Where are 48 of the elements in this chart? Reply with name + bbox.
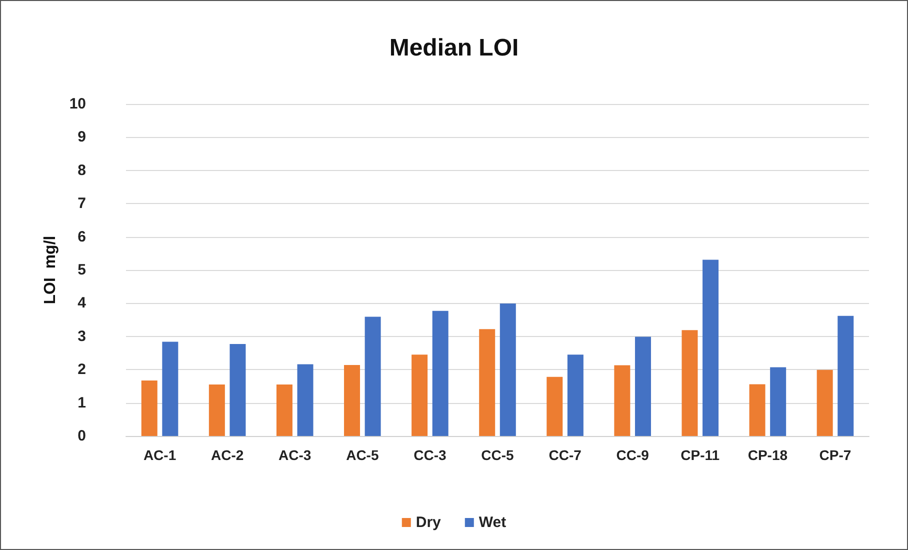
bar (770, 367, 786, 436)
y-tick-label: 7 (78, 195, 86, 212)
x-tick-label: AC-3 (278, 447, 312, 463)
y-tick-label: 6 (78, 228, 86, 246)
bar (567, 354, 584, 436)
bar (162, 342, 178, 436)
y-tick-label: 4 (78, 294, 87, 312)
bar (546, 376, 563, 436)
bar (749, 384, 766, 436)
y-tick-label: 1 (78, 394, 86, 412)
bar (141, 380, 158, 436)
bar (432, 310, 448, 436)
bar (344, 364, 360, 436)
bar (276, 384, 292, 436)
bar (702, 260, 719, 436)
bar (297, 364, 314, 436)
legend-label: Wet (478, 514, 506, 531)
x-tick-label: CC-9 (616, 447, 650, 463)
y-tick-label: 5 (78, 262, 86, 278)
x-tick-label: CC-7 (548, 447, 582, 463)
bar (634, 336, 651, 436)
y-tick-label: 0 (78, 428, 86, 444)
x-tick-label: AC-2 (210, 447, 244, 463)
chart-title: Median LOI (389, 34, 519, 62)
x-tick-label: CC-3 (414, 447, 446, 463)
y-tick-label: 9 (78, 128, 86, 146)
y-tick-label: 8 (78, 162, 86, 179)
bar (614, 365, 630, 436)
bar (412, 354, 428, 436)
x-tick-label: AC-5 (346, 447, 379, 463)
bar (479, 329, 496, 436)
y-axis-title: LOI mg/l (42, 236, 59, 304)
legend-label: Dry (416, 514, 442, 531)
y-tick-label: 2 (78, 361, 86, 378)
bar (500, 304, 516, 436)
x-tick-label: AC-1 (143, 447, 176, 463)
bar (364, 316, 381, 436)
bar (230, 344, 246, 436)
y-tick-label: 10 (69, 96, 86, 112)
y-tick-label: 3 (78, 328, 86, 345)
x-tick-label: CP-18 (748, 447, 788, 463)
x-tick-label: CP-7 (819, 447, 852, 463)
bar (682, 330, 698, 436)
bar (208, 384, 225, 436)
x-tick-label: CP-11 (680, 447, 720, 463)
bar (816, 370, 833, 436)
bar (838, 316, 854, 436)
x-tick-label: CC-5 (481, 447, 514, 463)
